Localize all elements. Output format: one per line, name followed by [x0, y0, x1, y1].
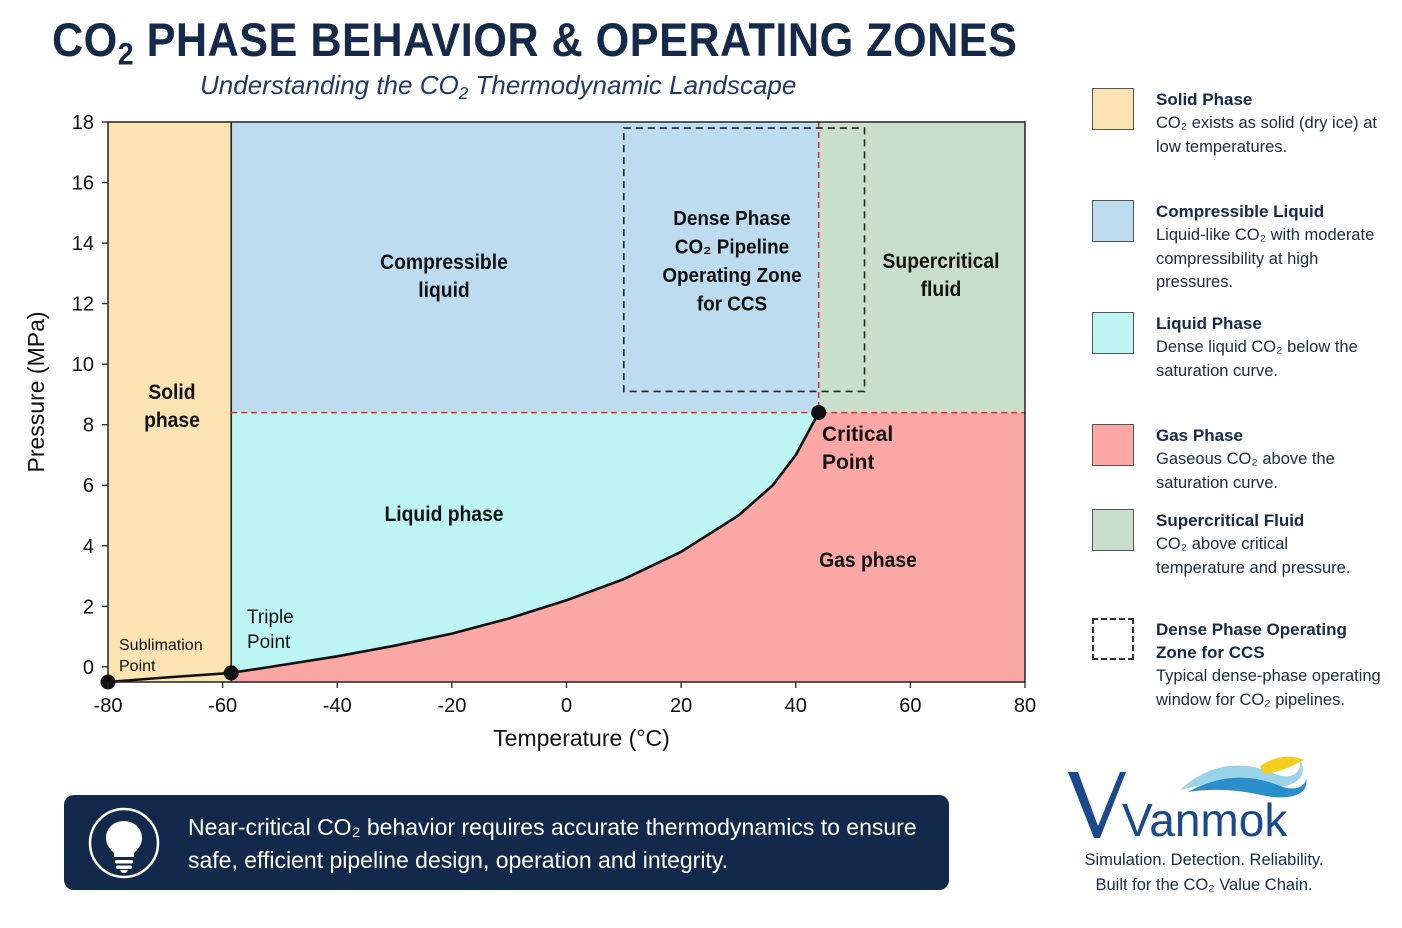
region-label-solid: Solid [148, 381, 195, 404]
banner-line-2: safe, efficient pipeline design, operati… [188, 846, 729, 873]
legend-description: CO₂ above critical temperature and press… [1156, 535, 1351, 577]
legend-title: Gas Phase [1156, 426, 1243, 445]
y-axis-title: Pressure (MPa) [23, 311, 49, 472]
y-tick-label: 2 [83, 596, 94, 618]
phase-diagram-chart: -80 -60 -40 -20 0 20 40 60 80 0 2 4 6 8 10 12 14 16 18 Temp… [23, 112, 1036, 751]
logo-text: Vanmok [1122, 794, 1288, 842]
y-tick-label: 6 [83, 475, 94, 497]
legend-description: Liquid-like CO₂ with moderate compressib… [1156, 226, 1375, 291]
banner-line-1: Near-critical CO₂ behavior requires accu… [188, 814, 917, 840]
saturation-curve [107, 411, 820, 684]
brand-tagline-2: Built for the CO₂ Value Chain. [1095, 876, 1313, 894]
y-tick-label: 8 [83, 415, 94, 437]
x-tick-label: 20 [670, 695, 692, 717]
region-compressible-liquid [231, 122, 819, 413]
legend-title: Supercritical Fluid [1156, 511, 1305, 530]
region-label-solid: phase [144, 409, 200, 432]
y-tick-label: 0 [83, 657, 94, 679]
legend-swatch [1092, 509, 1134, 551]
x-tick-label: -40 [323, 695, 352, 717]
info-banner: Near-critical CO₂ behavior requires accu… [64, 795, 949, 890]
legend-title: Dense Phase Operating Zone for CCS [1156, 620, 1347, 662]
region-label-dense: Operating Zone [662, 264, 801, 287]
point-label-sublimation: Point [119, 658, 156, 675]
legend-title: Compressible Liquid [1156, 202, 1325, 221]
vanmok-logo: Vanmok [1068, 756, 1307, 842]
legend-swatch [1092, 200, 1134, 242]
x-tick-label: 80 [1014, 695, 1036, 717]
region-label-supercritical: Supercritical [883, 250, 1000, 273]
region-gas [231, 412, 1025, 682]
x-tick-label: 0 [561, 695, 572, 717]
x-tick-label: -80 [94, 695, 123, 717]
x-tick-label: 60 [899, 695, 921, 717]
point-label-sublimation: Sublimation [119, 637, 203, 654]
dense-phase-zone-box [623, 127, 866, 393]
legend-description: CO₂ exists as solid (dry ice) at low tem… [1156, 114, 1377, 156]
point-label-triple: Point [247, 632, 291, 653]
y-tick-label: 16 [72, 173, 94, 195]
lightbulb-icon [88, 807, 160, 879]
region-solid [108, 122, 232, 682]
legend-description: Typical dense-phase operating window for… [1156, 667, 1381, 709]
legend-title: Liquid Phase [1156, 314, 1262, 333]
legend-swatch [1092, 424, 1134, 466]
region-label-dense: CO₂ Pipeline [675, 236, 789, 259]
x-tick-label: -20 [437, 695, 466, 717]
region-liquid [231, 412, 819, 673]
legend-description: Gaseous CO₂ above the saturation curve. [1156, 450, 1335, 492]
x-axis-title: Temperature (°C) [493, 725, 670, 751]
y-tick-label: 18 [72, 112, 94, 134]
legend-swatch [1092, 618, 1134, 660]
legend-title: Solid Phase [1156, 90, 1253, 109]
point-label-triple: Triple [247, 607, 294, 628]
point-label-critical: Critical [822, 423, 893, 446]
region-label-compressible: Compressible [380, 251, 508, 274]
region-supercritical [818, 122, 1025, 413]
x-tick-label: 40 [785, 695, 807, 717]
y-tick-label: 4 [83, 536, 94, 558]
y-tick-label: 12 [72, 294, 94, 316]
y-tick-label: 14 [72, 233, 94, 255]
legend-description: Dense liquid CO₂ below the saturation cu… [1156, 338, 1358, 380]
legend-swatch [1092, 88, 1134, 130]
region-label-supercritical: fluid [921, 278, 962, 301]
region-label-liquid: Liquid phase [384, 503, 503, 526]
point-label-critical: Point [822, 451, 875, 474]
triple-point-marker [223, 665, 239, 681]
region-label-dense: for CCS [697, 293, 767, 316]
region-label-dense: Dense Phase [673, 207, 790, 230]
page-title: CO2 PHASE BEHAVIOR & OPERATING ZONES [52, 13, 1018, 72]
critical-point-marker [811, 405, 827, 421]
legend-swatch [1092, 312, 1134, 354]
region-label-gas: Gas phase [819, 549, 917, 572]
y-tick-label: 10 [72, 354, 94, 376]
region-label-compressible: liquid [418, 279, 469, 302]
banner-text: Near-critical CO₂ behavior requires accu… [188, 811, 938, 876]
x-tick-label: -60 [208, 695, 237, 717]
page-subtitle: Understanding the CO2 Thermodynamic Land… [200, 70, 797, 103]
brand-tagline-1: Simulation. Detection. Reliability. [1084, 851, 1324, 869]
